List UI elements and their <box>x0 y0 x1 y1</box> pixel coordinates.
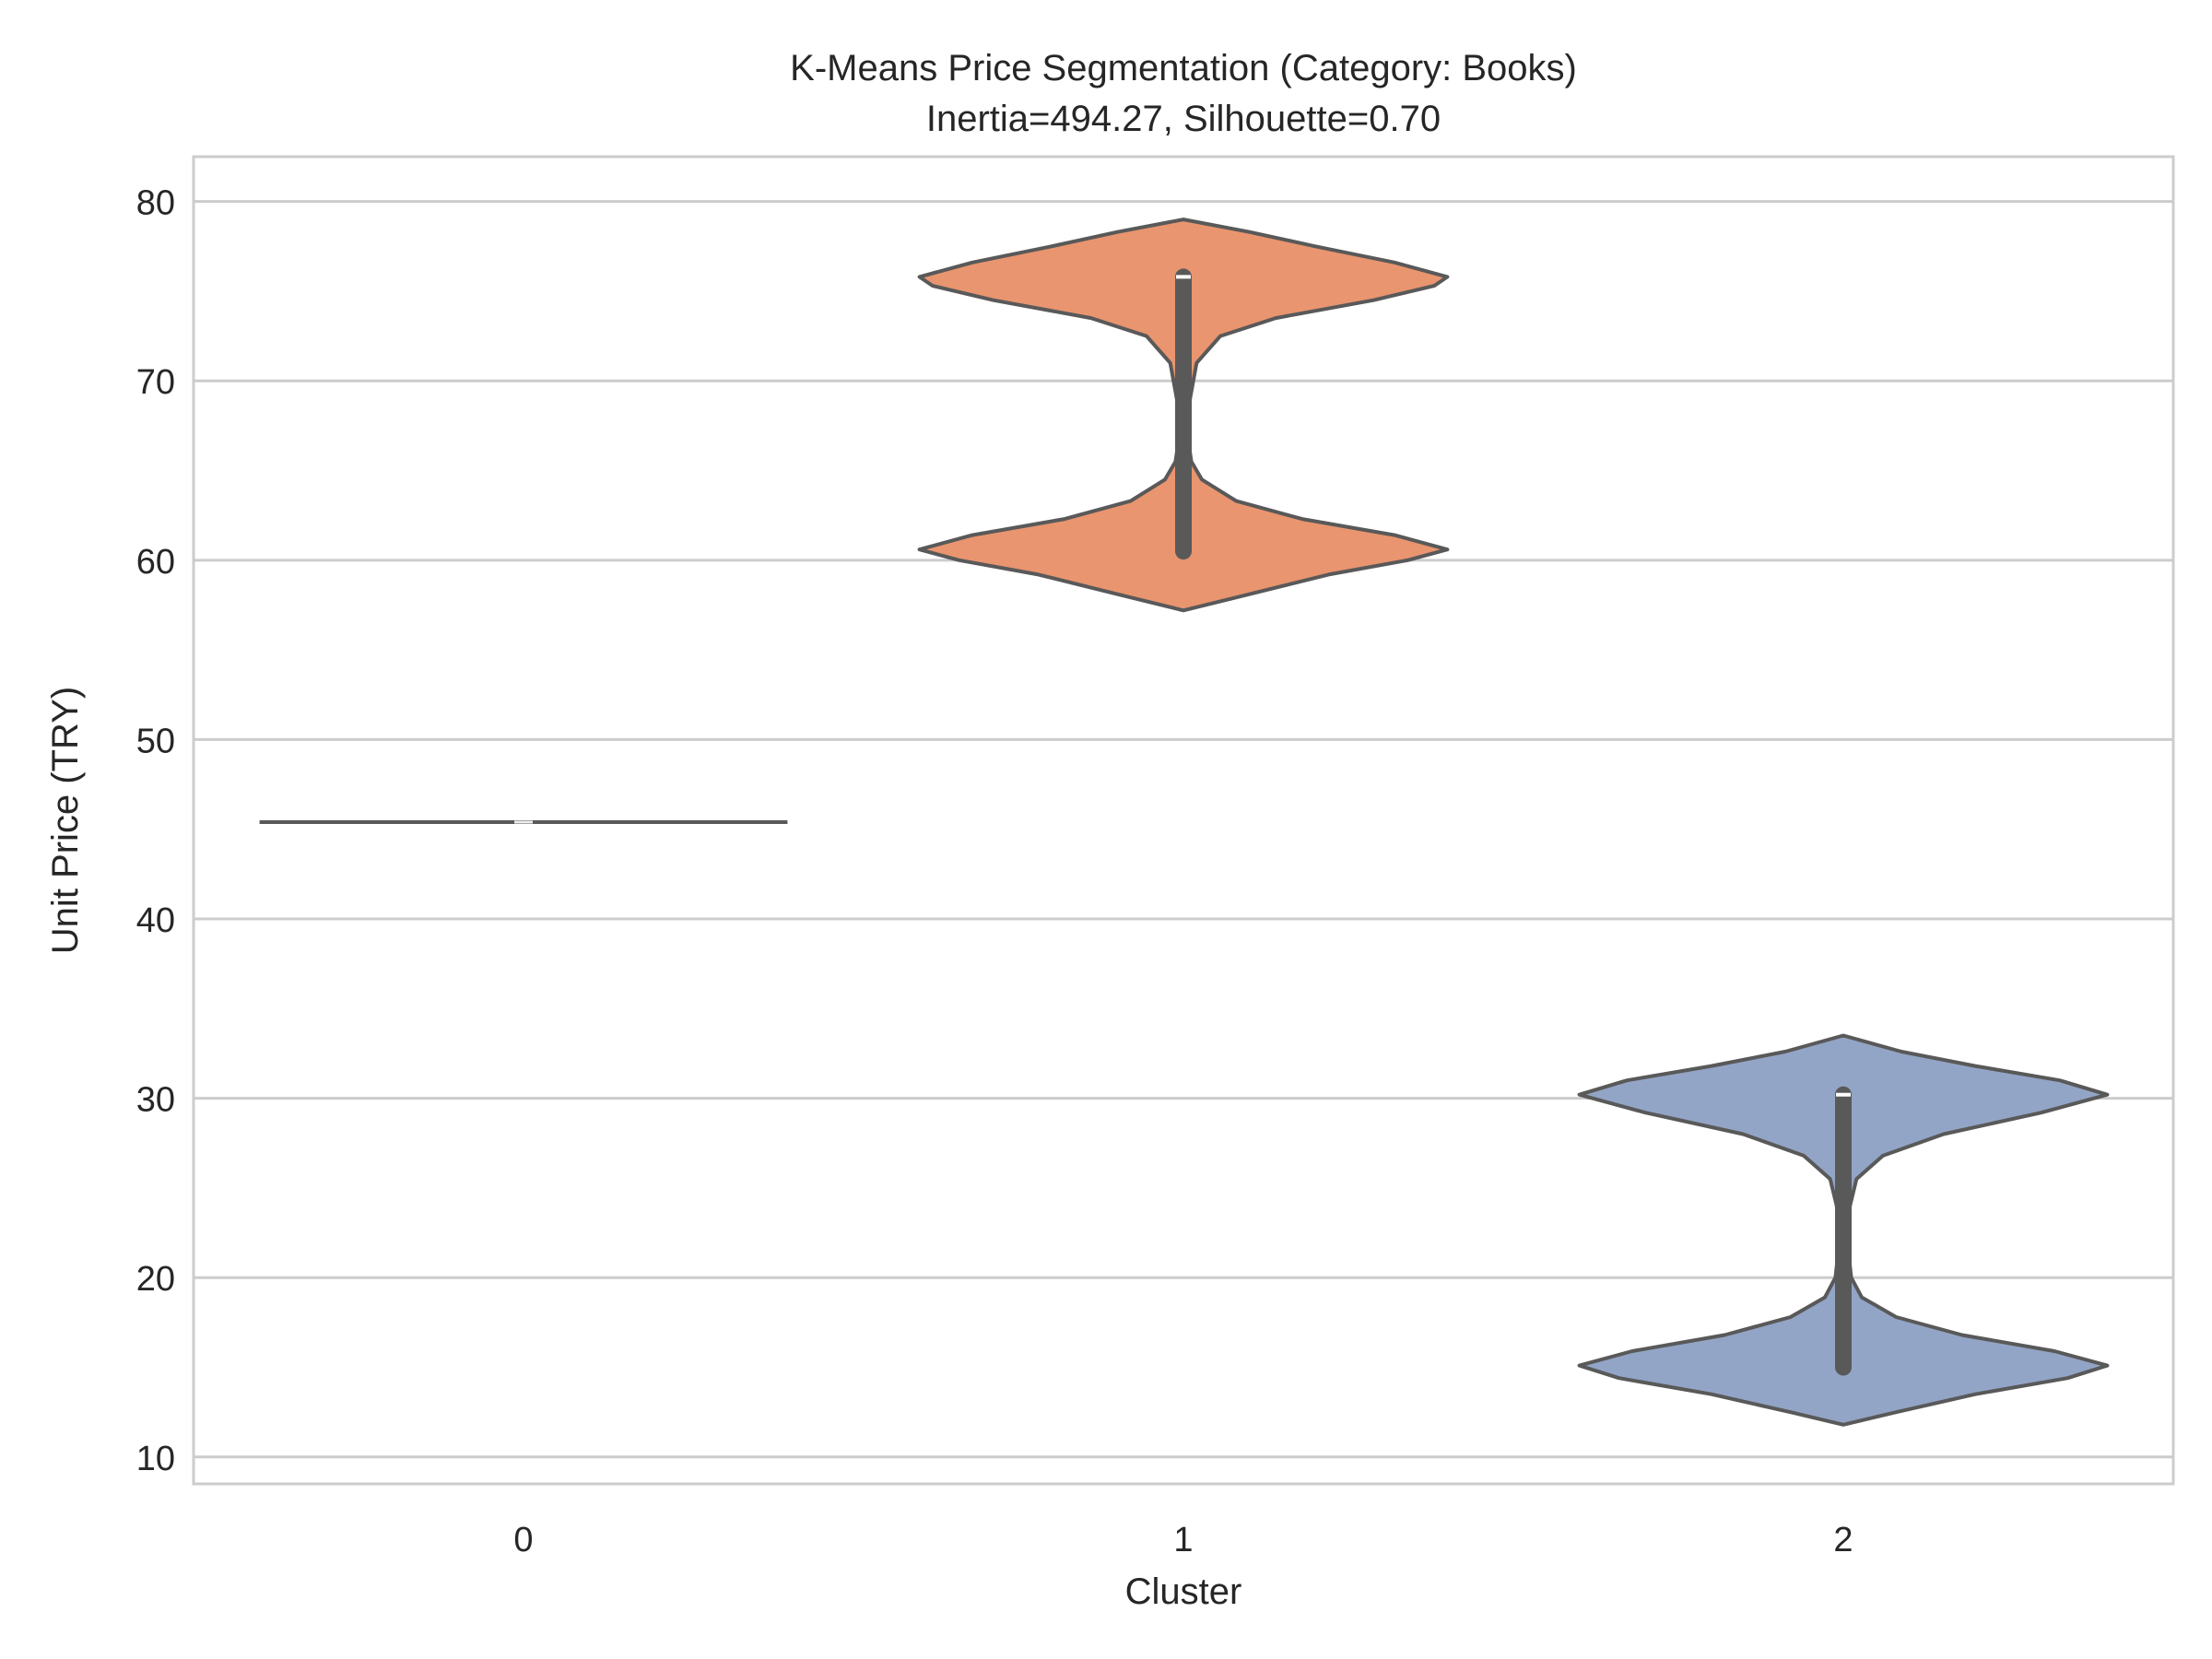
y-tick-label-80: 80 <box>136 184 175 223</box>
x-tick-labels: 0 1 2 <box>513 1521 1853 1559</box>
chart-title: K-Means Price Segmentation (Category: Bo… <box>790 48 1577 88</box>
y-tick-label-40: 40 <box>136 901 175 940</box>
x-tick-label-2: 2 <box>1833 1521 1853 1559</box>
y-tick-label-10: 10 <box>136 1440 175 1478</box>
y-tick-label-20: 20 <box>136 1260 175 1299</box>
y-tick-label-60: 60 <box>136 543 175 582</box>
x-tick-label-1: 1 <box>1173 1521 1193 1559</box>
violin-cluster-1 <box>917 218 1450 613</box>
x-axis-label: Cluster <box>1125 1571 1242 1612</box>
plot-frame <box>192 155 2175 1486</box>
chart-subtitle: Inertia=494.27, Silhouette=0.70 <box>926 99 1441 139</box>
y-tick-label-30: 30 <box>136 1081 175 1120</box>
y-tick-labels: 10 20 30 40 50 60 70 80 <box>136 184 175 1478</box>
x-tick-label-0: 0 <box>513 1521 533 1559</box>
y-tick-label-50: 50 <box>136 722 175 760</box>
violin-cluster-2 <box>1577 1033 2110 1427</box>
y-tick-label-70: 70 <box>136 363 175 402</box>
y-axis-label: Unit Price (TRY) <box>45 687 86 954</box>
violins <box>259 218 2110 1427</box>
